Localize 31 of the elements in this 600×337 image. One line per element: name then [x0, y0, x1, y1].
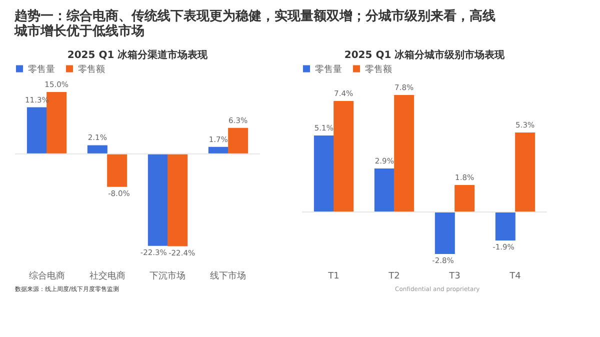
legend-label: 零售额 — [365, 64, 392, 75]
x-tick-label: 社交电商 — [89, 270, 126, 282]
bar — [26, 107, 47, 154]
bar — [394, 95, 414, 212]
bar — [515, 132, 536, 212]
x-tick-label: T2 — [388, 272, 400, 282]
bar — [334, 101, 354, 212]
bar — [228, 128, 248, 154]
legend-label: 零售量 — [28, 64, 55, 75]
x-tick-label: 下沉市场 — [150, 270, 186, 282]
x-tick-label: T4 — [508, 272, 522, 282]
bar — [374, 168, 394, 212]
x-tick-label: 综合电商 — [28, 270, 65, 282]
chart-title: 2025 Q1 冰箱分渠道市场表现 — [67, 49, 209, 61]
bar — [87, 145, 108, 154]
bar — [208, 146, 228, 154]
x-tick-label: 线下市场 — [210, 270, 246, 282]
bar — [107, 154, 128, 187]
x-tick-label: T3 — [448, 272, 460, 282]
bar — [314, 136, 334, 212]
bar — [148, 154, 168, 246]
x-tick-label: T1 — [327, 272, 340, 282]
bar — [46, 92, 67, 154]
bar — [434, 212, 455, 254]
bar — [495, 212, 516, 240]
bar — [454, 185, 475, 212]
legend-label: 零售量 — [315, 64, 342, 75]
legend-label: 零售额 — [78, 64, 105, 75]
bar — [168, 154, 188, 246]
chart-title: 2025 Q1 冰箱分城市级别市场表现 — [344, 49, 506, 61]
text: 趋势一：综合电商、传统线下表现更为稳健，实现量额双增；分城市级别来看，高线城市增长优于低线市场 — [14, 8, 496, 39]
